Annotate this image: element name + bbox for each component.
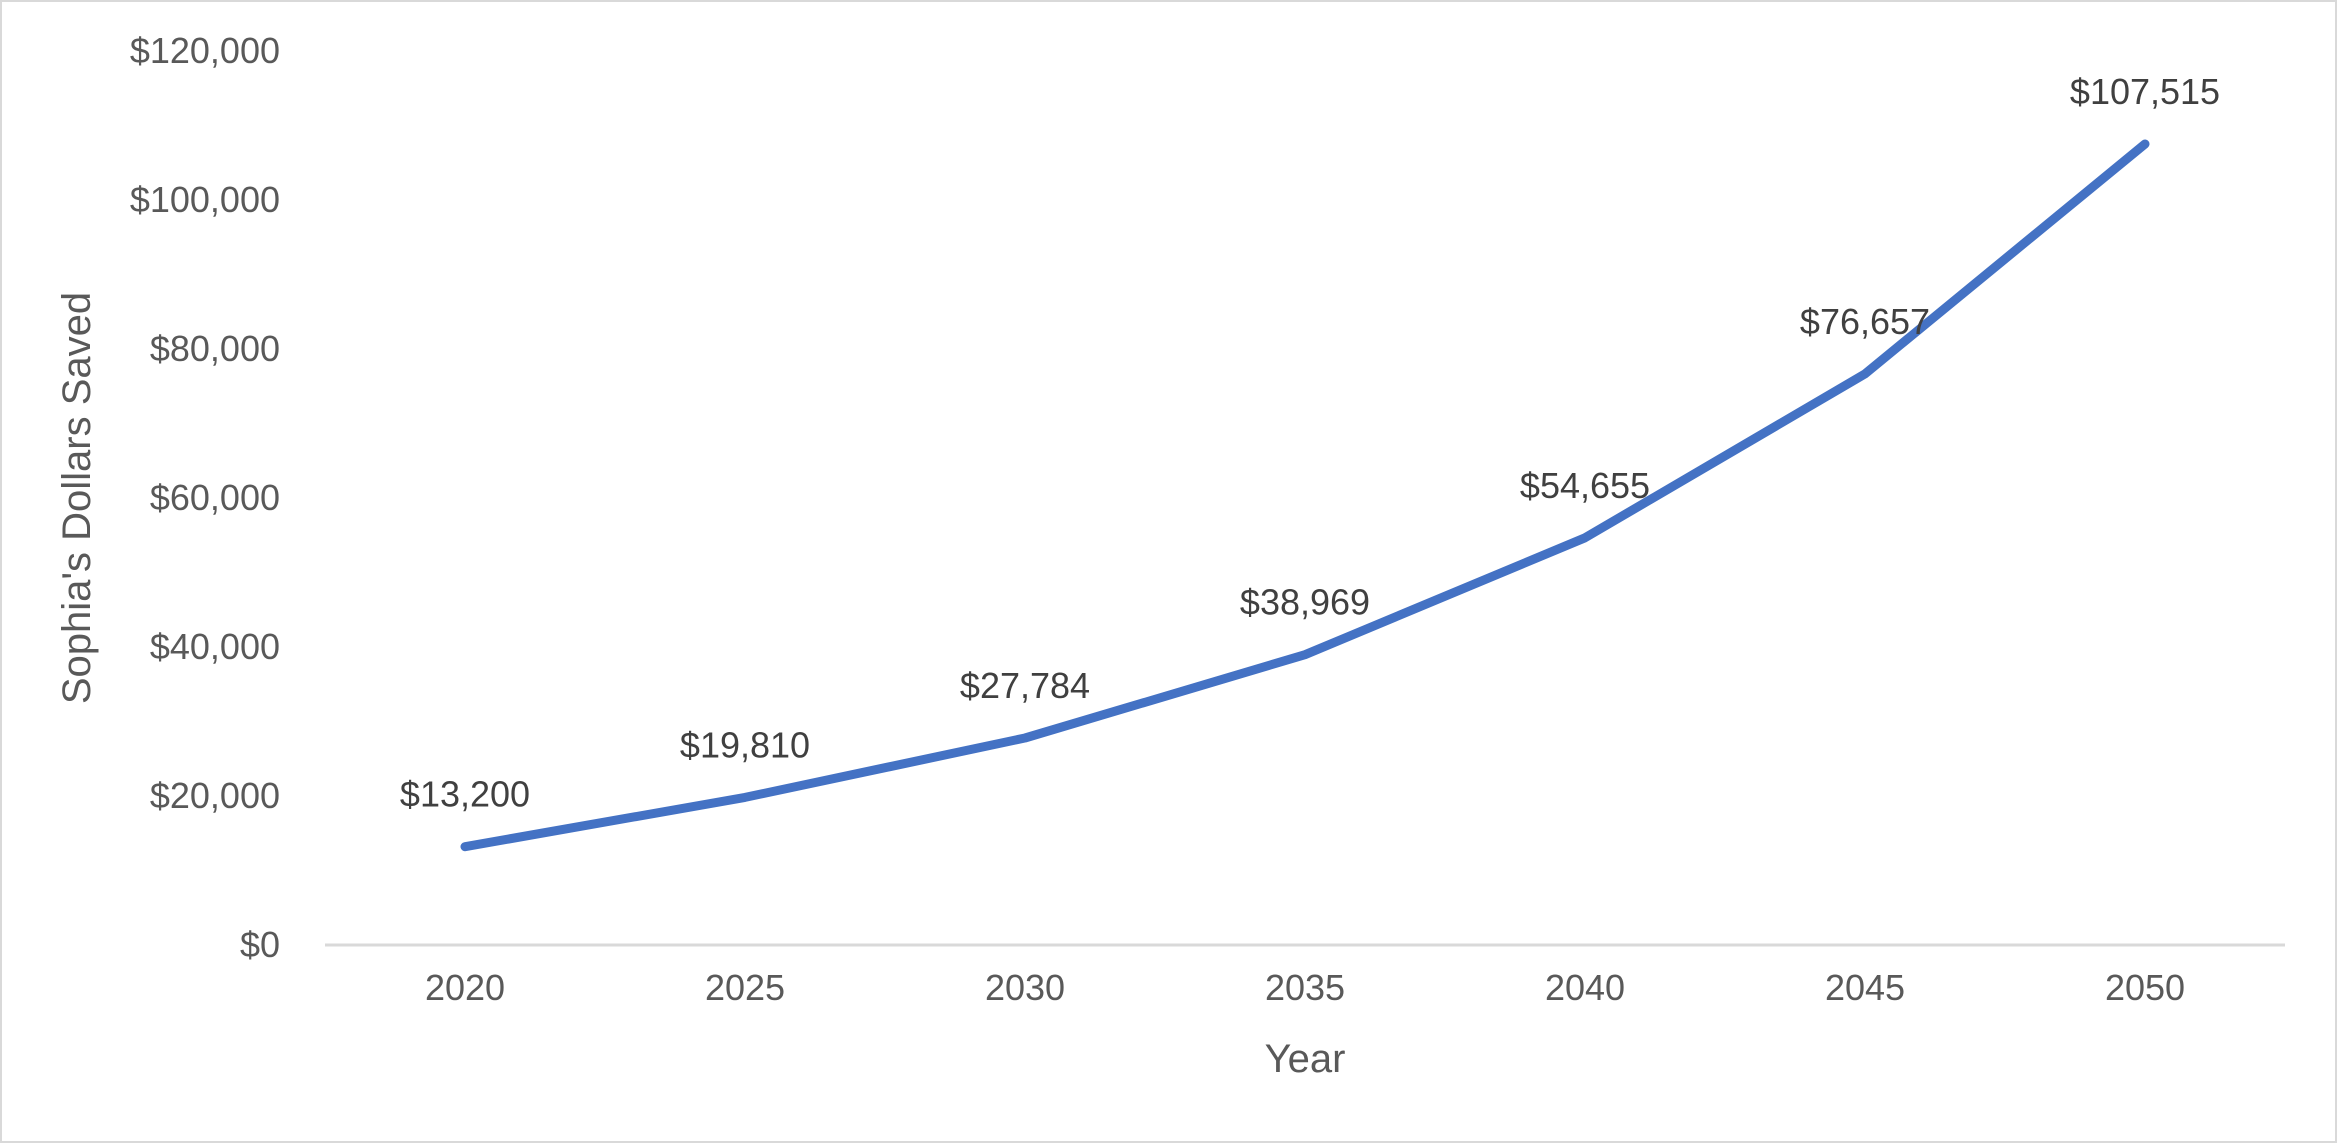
y-tick-label: $0 bbox=[240, 924, 280, 965]
x-tick-label: 2050 bbox=[2105, 967, 2185, 1008]
y-tick-label: $60,000 bbox=[150, 477, 280, 518]
x-tick-label: 2020 bbox=[425, 967, 505, 1008]
series-line bbox=[460, 139, 2150, 852]
data-label: $13,200 bbox=[400, 774, 530, 815]
data-label: $38,969 bbox=[1240, 582, 1370, 623]
y-tick-label: $120,000 bbox=[130, 30, 280, 71]
x-axis-tick-labels: 2020 2025 2030 2035 2040 2045 2050 bbox=[425, 967, 2185, 1008]
data-label: $54,655 bbox=[1520, 465, 1650, 506]
y-tick-label: $100,000 bbox=[130, 179, 280, 220]
x-tick-label: 2030 bbox=[985, 967, 1065, 1008]
data-label: $107,515 bbox=[2070, 71, 2220, 112]
x-axis-title: Year bbox=[1265, 1037, 1346, 1081]
y-tick-label: $40,000 bbox=[150, 626, 280, 667]
data-label: $19,810 bbox=[680, 724, 810, 765]
data-label: $76,657 bbox=[1800, 301, 1930, 342]
x-tick-label: 2045 bbox=[1825, 967, 1905, 1008]
y-axis-tick-labels: $0 $20,000 $40,000 $60,000 $80,000 $100,000 $1… bbox=[130, 30, 280, 965]
y-tick-label: $80,000 bbox=[150, 328, 280, 369]
x-tick-label: 2035 bbox=[1265, 967, 1345, 1008]
y-axis-title: Sophia's Dollars Saved bbox=[55, 292, 99, 704]
data-labels: $13,200 $19,810 $27,784 $38,969 $54,655 $76,6… bbox=[400, 71, 2220, 815]
data-label: $27,784 bbox=[960, 665, 1090, 706]
x-tick-label: 2040 bbox=[1545, 967, 1625, 1008]
x-tick-label: 2025 bbox=[705, 967, 785, 1008]
y-tick-label: $20,000 bbox=[150, 775, 280, 816]
